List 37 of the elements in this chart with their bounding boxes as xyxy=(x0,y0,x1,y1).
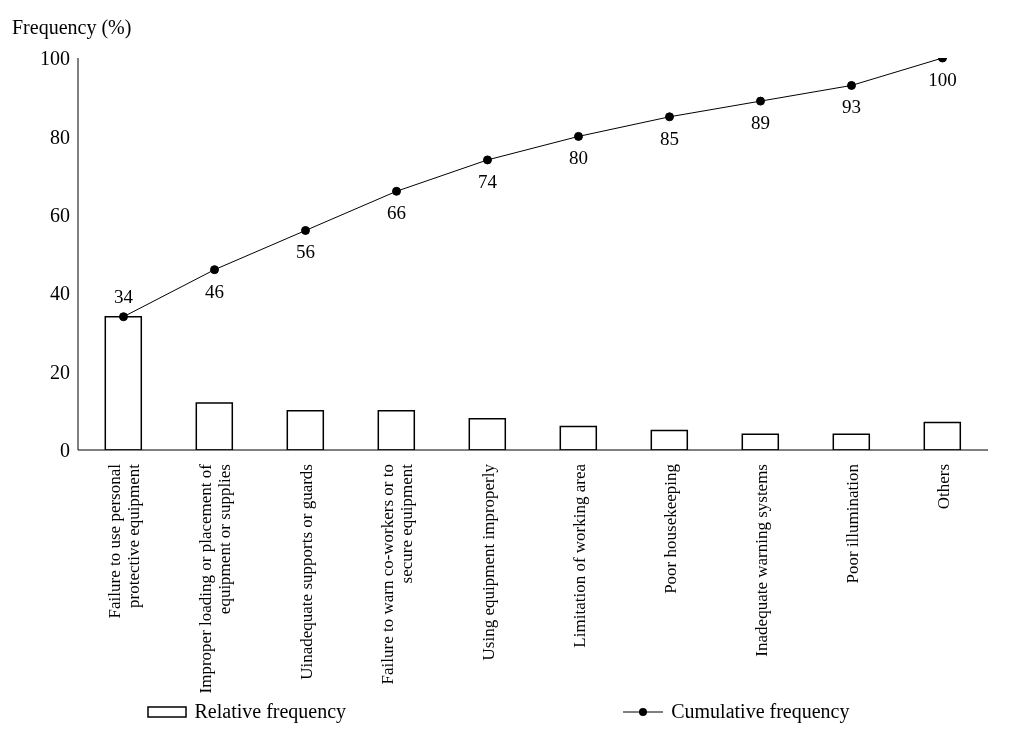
x-tick-label: Limitation of working area xyxy=(569,463,589,648)
y-tick-label: 80 xyxy=(50,125,70,148)
point xyxy=(665,112,674,122)
data-label: 34 xyxy=(114,285,134,307)
data-label: 56 xyxy=(296,241,315,263)
x-tick-label: Others xyxy=(933,464,953,510)
point xyxy=(847,80,856,90)
point xyxy=(574,131,583,141)
y-tick-label: 0 xyxy=(60,439,70,462)
point xyxy=(756,96,765,106)
y-axis-title: Frequency (%) xyxy=(12,16,132,39)
x-tick-label: Poor housekeeping xyxy=(660,463,680,594)
data-label: 100 xyxy=(928,69,957,90)
point xyxy=(483,155,492,165)
data-label: 66 xyxy=(387,202,406,224)
x-tick-label: Poor illumination xyxy=(842,463,862,584)
x-tick-label: Inadequate warning systems xyxy=(751,464,771,657)
x-tick-label: Uinadequate supports or guards xyxy=(296,464,316,680)
legend-label: Cumulative frequency xyxy=(671,700,850,723)
x-tick-label: Failure to warn co-workers or to secure equipment xyxy=(378,463,416,685)
y-tick-label: 20 xyxy=(50,360,70,383)
data-label: 46 xyxy=(205,280,224,302)
point xyxy=(210,265,219,275)
data-label: 85 xyxy=(660,127,679,149)
data-label: 74 xyxy=(478,170,498,192)
data-label: 80 xyxy=(569,147,588,169)
y-tick-label: 40 xyxy=(50,282,70,305)
point xyxy=(392,186,401,196)
legend-label: Relative frequency xyxy=(194,700,347,723)
point xyxy=(301,225,310,235)
data-label: 93 xyxy=(842,96,861,118)
x-tick-label: Using equipment improperly xyxy=(478,463,498,661)
point xyxy=(119,312,128,322)
data-label: 89 xyxy=(751,112,770,134)
y-tick-label: 100 xyxy=(40,47,70,70)
y-tick-label: 60 xyxy=(50,203,70,226)
x-tick-label: Failure to use personal protective equipment xyxy=(105,463,143,619)
